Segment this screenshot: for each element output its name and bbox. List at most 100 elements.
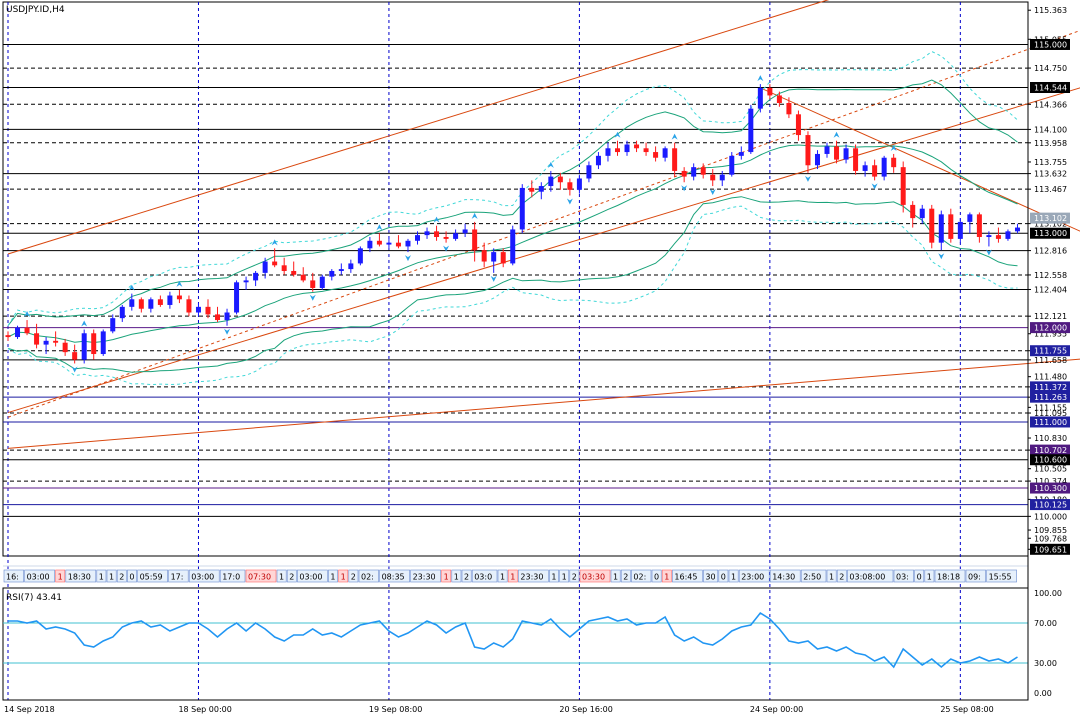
candle-body [529, 187, 535, 192]
event-label: 1 [99, 573, 104, 582]
candle-body [872, 165, 878, 177]
rsi-panel: 100.00 70.00 30.00 0.00 [2, 587, 1062, 701]
fractal-down-icon [804, 175, 811, 182]
candle-body [519, 187, 525, 230]
price-tag-box [1030, 227, 1070, 239]
event-box [559, 569, 570, 583]
event-label: 03:08:00 [849, 573, 885, 582]
candle-body [624, 144, 630, 153]
price-label: 111.658 [1034, 356, 1067, 365]
event-strip: 16: 03:00 1 18:30 1 1 2 0 05:59 17: 03:00 17:0 07:30… [3, 565, 1028, 583]
trendline [760, 87, 1080, 232]
event-box [631, 569, 652, 583]
candle-body [195, 306, 201, 313]
event-label: 1 [562, 573, 567, 582]
event-label: 0 [129, 573, 134, 582]
candle-body [91, 333, 97, 355]
event-box [800, 569, 827, 583]
candle-body [738, 152, 744, 156]
candle-body [5, 335, 11, 338]
price-tag-box [1030, 391, 1070, 403]
candle-body [300, 274, 306, 281]
candle-body [510, 229, 516, 264]
event-box [826, 569, 837, 583]
candle-body [1005, 231, 1011, 239]
event-label: 1 [444, 573, 449, 582]
event-box [497, 569, 508, 583]
event-label: 2 [839, 573, 844, 582]
event-label: 30 [705, 573, 715, 582]
candle-body [43, 340, 49, 345]
event-label: 0 [654, 573, 659, 582]
candle-body [557, 176, 563, 183]
event-label: 1 [731, 573, 736, 582]
candle-body [405, 240, 411, 247]
event-label: 1 [510, 573, 515, 582]
band-outer-lower [7, 205, 1018, 386]
event-box [610, 569, 621, 583]
candle-body [376, 240, 382, 245]
event-box [24, 569, 55, 583]
fractal-down-icon [871, 183, 878, 190]
horizontal-levels [3, 43, 1028, 517]
event-box [410, 569, 441, 583]
trendline [7, 30, 1080, 418]
candle-body [329, 270, 335, 277]
candle-body [367, 240, 373, 249]
current-price-box [1030, 212, 1070, 224]
fractal-up-icon [833, 131, 840, 138]
trend-channels [7, 0, 1080, 449]
event-box [65, 569, 97, 583]
candle-body [957, 221, 963, 239]
event-box [893, 569, 914, 583]
event-label: 2 [464, 573, 469, 582]
event-box [661, 569, 672, 583]
event-box [276, 569, 287, 583]
event-box [116, 569, 127, 583]
candle-body [824, 146, 830, 154]
candle-body [862, 165, 868, 171]
event-label: 03: [896, 573, 909, 582]
candle-body [643, 148, 649, 153]
candle-body [262, 261, 268, 273]
candle-body [843, 148, 849, 160]
event-box [441, 569, 452, 583]
event-box [297, 569, 328, 583]
rsi-tick-label: 100.00 [1034, 589, 1062, 598]
candle-body [891, 157, 897, 168]
candle-body [462, 229, 468, 234]
event-box [924, 569, 935, 583]
candle-body [805, 135, 811, 166]
rsi-tick-label: 70.00 [1034, 619, 1057, 628]
event-label: 1 [664, 573, 669, 582]
event-label: 17: [171, 573, 184, 582]
event-box [55, 569, 66, 583]
event-label: 07:30 [248, 573, 271, 582]
trendline [7, 0, 830, 255]
price-tag-label: 109.651 [1034, 545, 1067, 554]
candle-body [586, 165, 592, 179]
event-box [137, 569, 168, 583]
price-label: 112.558 [1034, 271, 1067, 280]
event-label: 02: [633, 573, 646, 582]
fractal-up-icon [471, 212, 478, 219]
candle-body [700, 167, 706, 175]
event-box [471, 569, 498, 583]
fractal-up-icon [376, 224, 383, 231]
event-box [188, 569, 220, 583]
fractal-down-icon [681, 185, 688, 192]
price-label: 109.855 [1034, 526, 1067, 535]
candle-body [881, 157, 887, 177]
rsi-line [8, 611, 1018, 669]
candle-body [605, 148, 611, 156]
candle-body [767, 87, 773, 96]
event-label: 0 [917, 573, 922, 582]
event-box [703, 569, 719, 583]
fractal-up-icon [890, 144, 897, 151]
candle-body [243, 280, 249, 283]
band-upper [7, 79, 1018, 327]
chart-title: USDJPY.ID,H4 [6, 5, 65, 15]
candle-body [900, 167, 906, 205]
